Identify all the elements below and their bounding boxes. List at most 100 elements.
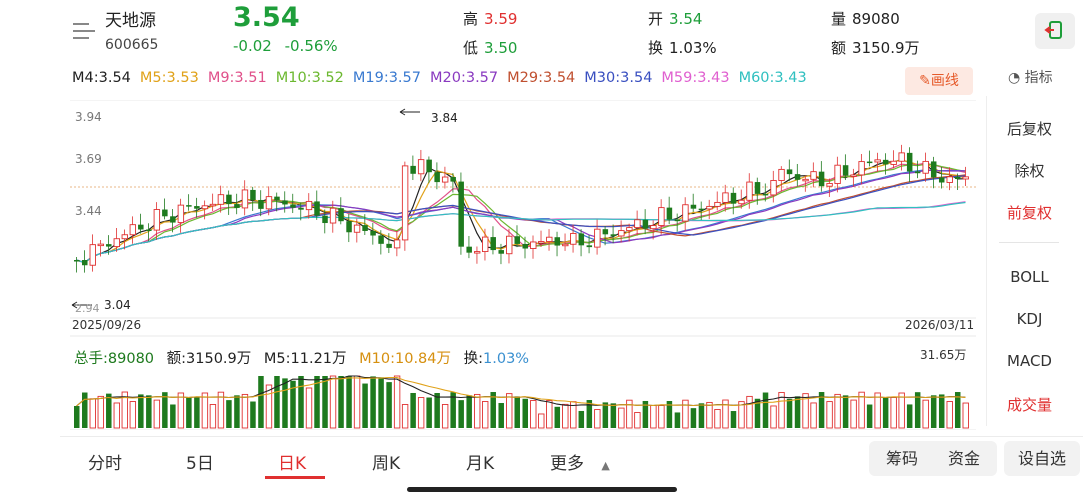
volume-bar: [682, 399, 689, 429]
candle: [866, 161, 873, 164]
volume-bar: [674, 412, 681, 428]
open-label: 开: [648, 10, 664, 28]
candle: [177, 204, 185, 224]
side-item-post-adjust[interactable]: 后复权: [1006, 120, 1052, 138]
volume-bar: [762, 392, 769, 428]
kline-chart[interactable]: 3.94 3.69 3.44 3.84 3.04 2.94: [70, 100, 976, 430]
candle: [298, 207, 304, 210]
volume-bar: [514, 396, 520, 428]
side-item-ex-right[interactable]: 除权: [1014, 162, 1045, 180]
candle: [594, 228, 601, 248]
volume-bar: [177, 392, 185, 429]
volume-bar: [618, 407, 625, 429]
volume-bar: [353, 375, 361, 429]
candle: [610, 234, 617, 236]
volume-bar: [690, 408, 697, 428]
volume-bar: [882, 397, 889, 428]
volume-bar: [522, 398, 528, 428]
tab-monthly-k[interactable]: 月K: [466, 454, 495, 474]
high-label: 高: [463, 10, 479, 28]
candle: [794, 174, 801, 180]
volume-bar: [209, 404, 217, 429]
volume-bar: [634, 412, 641, 429]
side-item-pre-adjust[interactable]: 前复权: [1006, 204, 1052, 222]
chips-button[interactable]: 筹码: [885, 449, 918, 468]
candle: [121, 234, 129, 240]
funds-button[interactable]: 资金: [947, 449, 980, 468]
tab-intraday[interactable]: 分时: [88, 454, 122, 474]
side-panel: 后复权 除权 前复权 BOLL KDJ MACD 成交量: [986, 96, 1082, 426]
share-button[interactable]: [1035, 13, 1075, 49]
volume-bar: [282, 378, 288, 428]
candle: [818, 171, 825, 187]
candle: [826, 183, 833, 187]
candle: [241, 189, 249, 209]
ma-line: [76, 201, 966, 264]
volume-bar: [401, 404, 409, 429]
volume-bar: [74, 406, 80, 428]
volume-bar: [802, 393, 809, 429]
candle: [82, 260, 88, 266]
side-divider: [999, 242, 1059, 243]
volume-bar: [274, 376, 280, 428]
side-item-volume[interactable]: 成交量: [1006, 396, 1052, 414]
side-item-kdj[interactable]: KDJ: [1016, 310, 1043, 328]
volume-bar: [602, 402, 609, 428]
tab-more[interactable]: 更多 ▲: [550, 449, 610, 474]
candle: [106, 244, 112, 247]
candle: [890, 160, 897, 165]
draw-line-button[interactable]: ✎画线: [905, 67, 973, 95]
candle: [650, 225, 657, 230]
candle: [578, 233, 585, 246]
candle: [434, 172, 440, 183]
add-watchlist-button[interactable]: 设自选: [1004, 441, 1080, 476]
volume-bar: [434, 393, 440, 428]
stock-name: 天地源: [105, 11, 156, 31]
candle: [698, 208, 705, 211]
candle: [113, 238, 120, 248]
ma-line: [76, 201, 966, 264]
side-item-macd[interactable]: MACD: [1007, 352, 1052, 370]
volume-label: 量: [831, 10, 847, 28]
candle: [290, 204, 296, 208]
volume-bar: [386, 382, 392, 428]
volume-bar: [129, 401, 137, 429]
tab-5day[interactable]: 5日: [186, 454, 214, 474]
ma-item: M9:3.51: [207, 70, 267, 86]
volume-bar: [170, 404, 176, 428]
volume-bar: [626, 399, 633, 429]
vol-turnover: 换:1.03%: [463, 351, 530, 367]
volume-bar: [82, 392, 88, 428]
low-quote: 低 3.50: [463, 37, 517, 58]
volume-max-label: 31.65万: [920, 348, 967, 362]
candle: [666, 207, 673, 220]
candle: [714, 201, 721, 207]
volume-bar: [810, 402, 817, 429]
candle: [946, 176, 953, 183]
indicator-button[interactable]: ◔ 指标: [1008, 67, 1053, 87]
candle: [466, 246, 472, 253]
candle: [386, 243, 392, 248]
candle: [850, 174, 857, 177]
candle: [922, 160, 929, 174]
candle: [209, 203, 217, 207]
open-value: 3.54: [669, 10, 703, 28]
volume-bar: [794, 396, 801, 428]
candle: [410, 165, 416, 174]
candle: [314, 201, 320, 216]
min-price-label: 3.04: [104, 298, 131, 312]
volume-bar: [530, 400, 537, 429]
candle: [938, 177, 945, 183]
low-label: 低: [463, 39, 479, 57]
volume-bar: [234, 395, 240, 428]
menu-icon[interactable]: [72, 20, 96, 42]
side-item-boll[interactable]: BOLL: [1010, 268, 1049, 286]
tab-weekly-k[interactable]: 周K: [372, 454, 401, 474]
tab-daily-k[interactable]: 日K: [278, 454, 307, 474]
ma-item: M4:3.54: [72, 70, 131, 86]
volume-bar: [186, 397, 192, 428]
vol-m5: M5:11.21万: [263, 351, 347, 367]
candle: [930, 161, 937, 178]
candle: [522, 243, 528, 249]
candle: [153, 209, 161, 231]
